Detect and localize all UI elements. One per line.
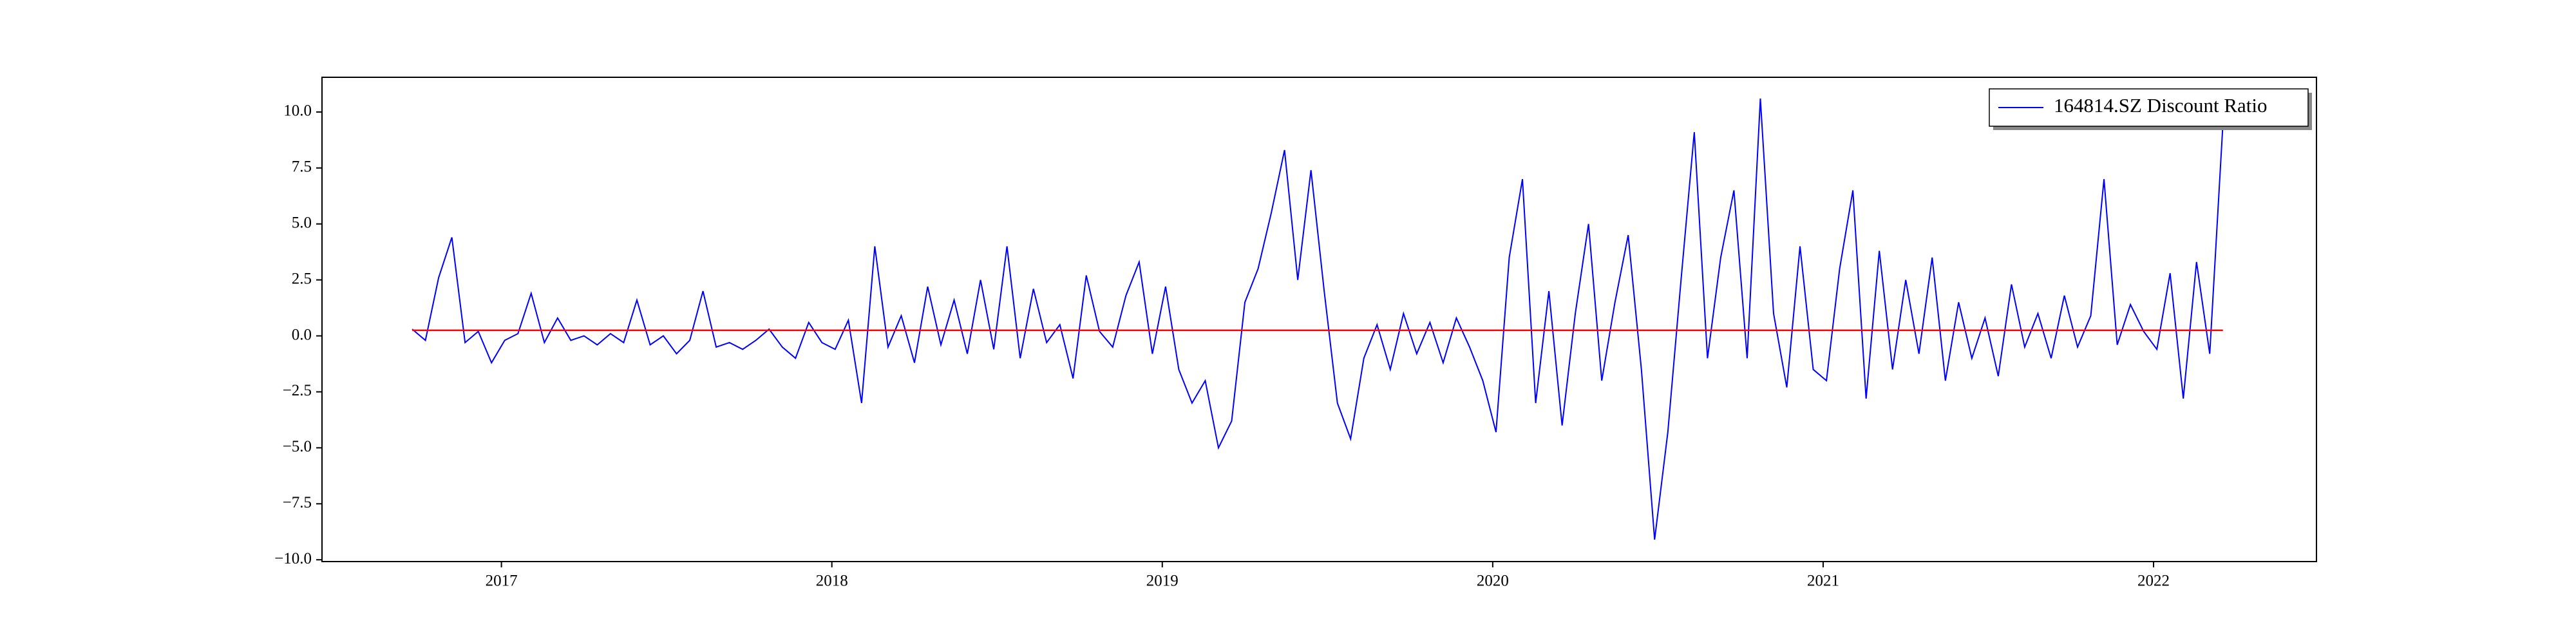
y-tick-label: −7.5 (283, 494, 312, 511)
legend-label: 164814.SZ Discount Ratio (2054, 94, 2268, 117)
y-tick-label: 5.0 (292, 214, 312, 231)
y-tick-label: 2.5 (292, 270, 312, 287)
x-tick-label: 2017 (486, 573, 518, 590)
plot-frame (321, 77, 2317, 562)
x-tick-label: 2022 (2137, 573, 2170, 590)
y-tick-label: 10.0 (283, 102, 312, 120)
data-line (412, 98, 2224, 540)
y-tick-label: 7.5 (292, 158, 312, 176)
y-tick-label: −2.5 (283, 382, 312, 399)
y-tick-label: −5.0 (283, 438, 312, 455)
x-tick-label: 2020 (1477, 573, 1509, 590)
y-tick-label: −10.0 (274, 550, 312, 567)
x-tick-label: 2018 (816, 573, 848, 590)
y-tick-label: 0.0 (292, 326, 312, 343)
x-tick-label: 2021 (1807, 573, 1839, 590)
x-tick-label: 2019 (1146, 573, 1179, 590)
